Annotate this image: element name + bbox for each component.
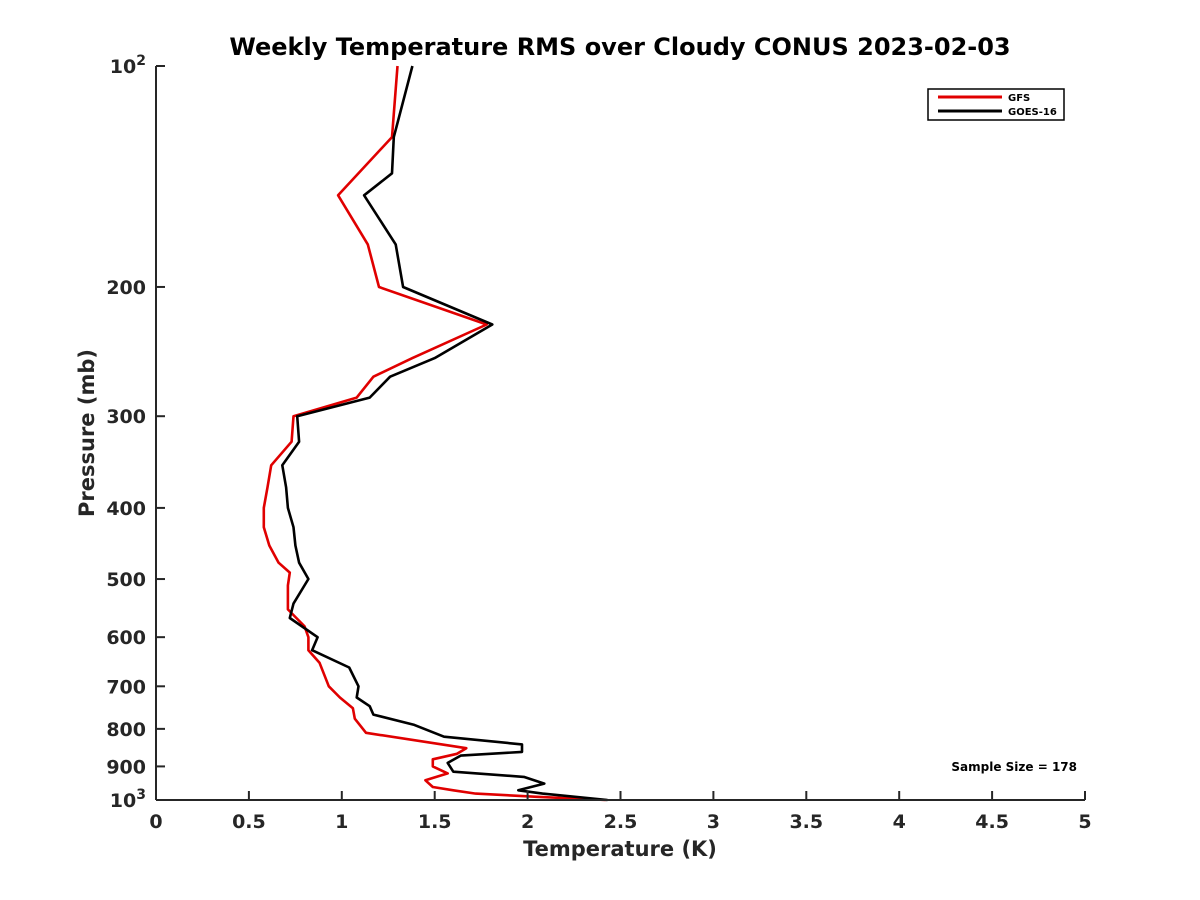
x-tick-label: 1 — [335, 811, 348, 833]
x-tick-label: 3.5 — [789, 811, 823, 833]
y-tick-label: 400 — [106, 498, 146, 520]
series-line-goes16 — [280, 65, 608, 802]
x-tick-label: 2.5 — [604, 811, 638, 833]
series-line-gfs — [262, 65, 606, 802]
y-tick-label: 103 — [110, 787, 146, 812]
x-tick-label: 4 — [893, 811, 906, 833]
y-tick-label: 600 — [106, 627, 146, 649]
y-tick-label: 300 — [106, 406, 146, 428]
legend-label-gfs: GFS — [1008, 93, 1030, 104]
y-tick-label: 200 — [106, 277, 146, 299]
y-axis-label: Pressure (mb) — [75, 349, 99, 517]
legend: GFS GOES-16 — [927, 88, 1065, 121]
y-tick-label: 102 — [110, 53, 146, 78]
x-tick-label: 0.5 — [232, 811, 266, 833]
y-tick-label: 800 — [106, 719, 146, 741]
y-tick-label: 700 — [106, 676, 146, 698]
series-layer — [262, 65, 608, 802]
x-tick-label: 5 — [1078, 811, 1091, 833]
x-tick-label: 1.5 — [418, 811, 452, 833]
sample-size-annotation: Sample Size = 178 — [951, 760, 1077, 774]
legend-label-goes16: GOES-16 — [1008, 107, 1057, 118]
x-axis-label: Temperature (K) — [523, 837, 717, 861]
y-tick-label: 500 — [106, 569, 146, 591]
legend-box — [927, 88, 1065, 121]
x-tick-label: 2 — [521, 811, 534, 833]
chart-title: Weekly Temperature RMS over Cloudy CONUS… — [229, 33, 1010, 61]
y-tick-label: 900 — [106, 756, 146, 778]
x-tick-label: 3 — [707, 811, 720, 833]
x-tick-label: 0 — [149, 811, 162, 833]
ticks-layer: 0 0.5 1 1.5 2 2.5 3 3.5 4 4.5 5 102 200 300 400 500 600 7… — [106, 53, 1091, 833]
x-tick-label: 4.5 — [975, 811, 1009, 833]
